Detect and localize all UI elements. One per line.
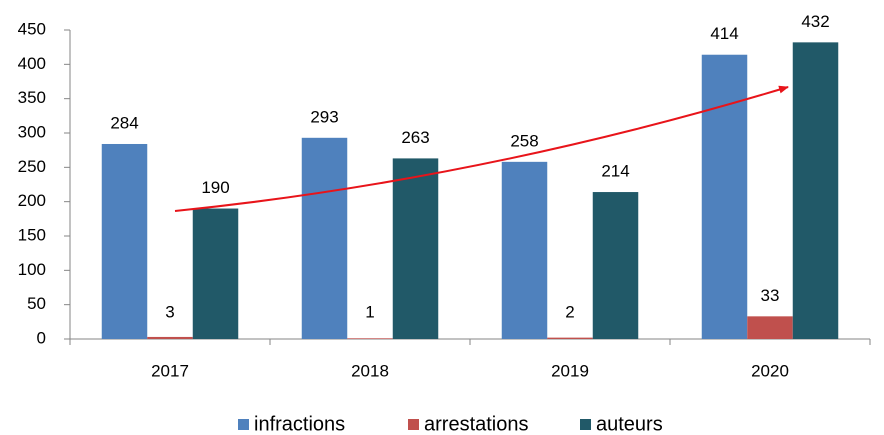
y-tick-label: 300 [18, 122, 46, 141]
y-tick-label: 350 [18, 88, 46, 107]
x-tick-label: 2017 [151, 361, 189, 380]
data-label: 33 [761, 286, 780, 305]
y-tick-label: 150 [18, 225, 46, 244]
trend-arrow [174, 85, 789, 212]
bar [701, 54, 748, 339]
data-label: 432 [801, 12, 829, 31]
data-label: 258 [510, 131, 538, 150]
x-tick-label: 2018 [351, 361, 389, 380]
bar [547, 337, 593, 339]
bar [147, 336, 193, 339]
data-label: 414 [710, 24, 738, 43]
plot-area: 0 50 100 150 200 250 300 350 400 450 2017 284 3 190 20… [18, 12, 871, 435]
legend-label: auteurs [596, 413, 663, 435]
bar [792, 42, 839, 340]
y-tick-label: 100 [18, 260, 46, 279]
bar [501, 161, 548, 339]
x-tick-label: 2019 [551, 361, 589, 380]
legend-swatch [238, 419, 249, 430]
legend-swatch [580, 419, 591, 430]
legend-label: arrestations [424, 413, 529, 435]
data-label: 190 [201, 178, 229, 197]
bar [592, 192, 639, 339]
data-label: 284 [110, 113, 138, 132]
bar [347, 338, 393, 339]
data-label: 3 [165, 302, 174, 321]
legend-swatch [408, 419, 419, 430]
y-tick-label: 450 [18, 19, 46, 38]
y-tick-label: 50 [27, 294, 46, 313]
bar [392, 158, 439, 339]
y-tick-label: 200 [18, 191, 46, 210]
data-label: 2 [565, 302, 574, 321]
bar [301, 137, 348, 339]
y-tick-label: 250 [18, 157, 46, 176]
data-label: 263 [401, 128, 429, 147]
y-tick-label: 400 [18, 54, 46, 73]
bar [192, 208, 239, 339]
data-label: 214 [601, 162, 629, 181]
legend-label: infractions [254, 413, 345, 435]
data-label: 293 [310, 107, 338, 126]
y-tick-label: 0 [37, 328, 46, 347]
bar [101, 143, 148, 339]
data-label: 1 [365, 302, 374, 321]
x-tick-label: 2020 [751, 361, 789, 380]
bar [747, 316, 793, 339]
